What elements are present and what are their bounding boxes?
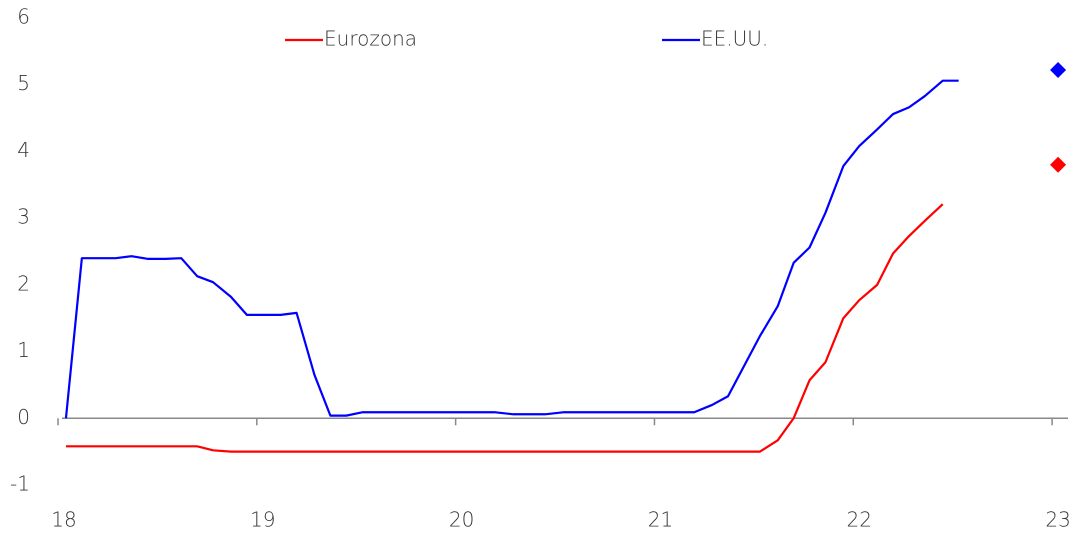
legend-label: EE.UU. <box>701 27 768 51</box>
x-tick-label: 18 <box>51 508 76 532</box>
x-tick-label: 21 <box>648 508 673 532</box>
y-tick-label: 0 <box>17 405 30 429</box>
series-line <box>64 79 959 419</box>
y-tick-label: 6 <box>17 5 30 29</box>
series-line <box>65 203 944 453</box>
x-tick-label: 22 <box>847 508 872 532</box>
forecast-marker <box>1050 156 1067 173</box>
y-tick-label: 3 <box>17 205 30 229</box>
x-tick-label: 20 <box>449 508 474 532</box>
x-tick-label: 23 <box>1045 508 1070 532</box>
y-tick-label: -1 <box>10 472 30 496</box>
forecast-marker <box>1050 62 1067 79</box>
y-tick-label: 4 <box>17 138 30 162</box>
legend-label: Eurozona <box>324 27 417 51</box>
y-tick-label: 2 <box>17 271 30 295</box>
x-tick-label: 19 <box>250 508 275 532</box>
y-tick-label: 5 <box>17 71 30 95</box>
y-tick-label: 1 <box>17 338 30 362</box>
